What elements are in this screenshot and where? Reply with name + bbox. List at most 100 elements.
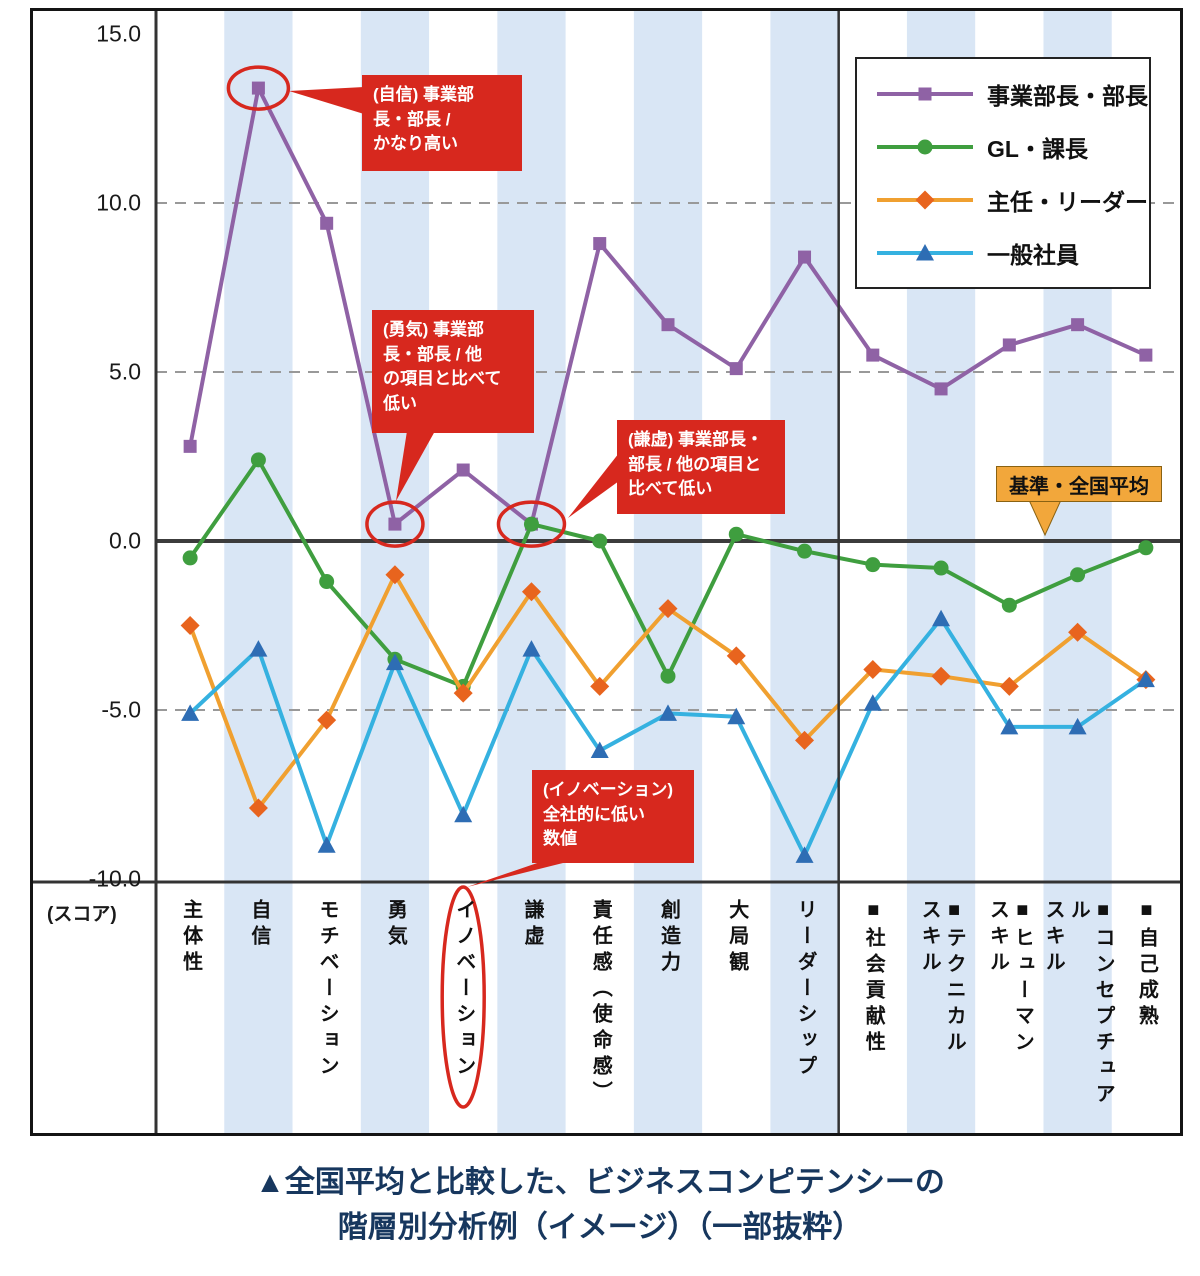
category-stripe (224, 11, 293, 1133)
x-category-label: 責任感（使命感） (589, 899, 612, 1107)
caption-line-1: ▲全国平均と比較した、ビジネスコンピテンシーの (255, 1166, 945, 1199)
data-point-2-5 (521, 582, 541, 602)
y-tick-label: 5.0 (109, 358, 141, 385)
data-point-0-1 (251, 81, 265, 95)
data-point-0-2 (320, 216, 334, 230)
data-point-1-12 (1001, 597, 1017, 613)
data-point-0-4 (456, 463, 470, 477)
y-tick-label: -5.0 (101, 696, 141, 723)
x-category-label: ■社会貢献性 (862, 899, 885, 1057)
legend-item-0: 事業部長・部長 (875, 77, 1149, 111)
data-point-2-12 (999, 676, 1019, 696)
data-point-3-11 (932, 609, 951, 627)
highlight-ellipse-1 (365, 500, 425, 548)
data-point-1-1 (250, 452, 266, 468)
y-axis-title: (スコア) (47, 904, 117, 925)
data-point-1-5 (523, 516, 539, 532)
data-point-1-10 (865, 557, 881, 573)
x-category-label: モチベーション (316, 899, 339, 1081)
data-point-3-4 (454, 805, 473, 823)
highlight-ellipse-2 (496, 500, 567, 548)
legend-item-3: 一般社員 (875, 236, 1149, 270)
x-category-label: 主体性 (179, 899, 202, 977)
legend-label-1: GL・課長 (987, 135, 1088, 162)
data-point-3-5 (522, 640, 541, 657)
triangle-marker-icon (877, 243, 973, 260)
x-category-label: ■テクニカル スキル (918, 899, 966, 1057)
data-point-0-13 (1071, 318, 1085, 332)
diamond-marker-icon (877, 190, 973, 209)
data-point-1-14 (1138, 540, 1154, 556)
data-point-2-13 (1068, 622, 1088, 642)
x-category-label: 創造力 (657, 899, 680, 977)
data-point-1-2 (319, 574, 335, 590)
data-point-1-9 (797, 543, 813, 559)
data-point-0-6 (593, 237, 607, 251)
data-point-2-8 (726, 646, 746, 666)
data-point-0-7 (661, 318, 675, 332)
data-point-0-0 (183, 439, 197, 453)
data-point-2-2 (317, 710, 337, 730)
callout-pointer-2 (568, 453, 619, 518)
callout-humility: (謙虚) 事業部長・ 部長 / 他の項目と 比べて低い (617, 420, 785, 514)
callout-pointer-0 (289, 87, 364, 114)
caption: ▲全国平均と比較した、ビジネスコンピテンシーの 階層別分析例（イメージ）（一部抜… (0, 1160, 1200, 1250)
data-point-1-11 (933, 560, 949, 576)
y-tick-label: 15.0 (96, 20, 141, 47)
data-point-2-7 (658, 599, 678, 619)
y-tick-label: 0.0 (109, 527, 141, 554)
data-point-3-9 (795, 846, 814, 863)
data-point-3-3 (385, 653, 404, 671)
data-point-1-13 (1070, 567, 1086, 583)
caption-line-2: 階層別分析例（イメージ）（一部抜粋） (337, 1211, 863, 1244)
x-category-label: 謙虚 (520, 899, 543, 951)
callout-innovation: (イノベーション) 全社的に低い 数値 (532, 770, 694, 863)
data-point-3-2 (317, 836, 336, 853)
y-tick-label: 10.0 (96, 189, 141, 216)
callout-pointer-3 (467, 861, 571, 887)
legend-marker-3 (916, 243, 934, 260)
data-point-3-12 (1000, 717, 1019, 735)
data-point-3-7 (659, 704, 677, 721)
y-tick-label: -10.0 (88, 865, 141, 892)
data-point-0-11 (934, 382, 948, 396)
x-category-label: 勇気 (384, 899, 407, 951)
data-point-2-11 (931, 666, 951, 686)
data-point-2-10 (863, 659, 883, 679)
data-point-3-13 (1068, 717, 1087, 735)
legend-label-3: 一般社員 (987, 241, 1079, 268)
category-stripe (770, 11, 839, 1133)
data-point-0-14 (1139, 348, 1153, 362)
national-average-badge: 基準・全国平均 (996, 466, 1162, 502)
data-point-3-6 (590, 741, 609, 759)
highlight-ellipse-3 (440, 885, 486, 1109)
legend-label-2: 主任・リーダー (987, 188, 1148, 215)
data-point-1-8 (728, 526, 744, 542)
circle-marker-icon (877, 139, 973, 154)
competency-line-chart (33, 11, 1180, 1133)
legend-item-2: 主任・リーダー (875, 183, 1149, 217)
data-point-3-0 (181, 704, 200, 721)
legend-label-0: 事業部長・部長 (987, 82, 1148, 109)
x-category-label: リーダーシップ (794, 899, 817, 1081)
data-point-2-3 (385, 565, 405, 585)
data-point-2-0 (180, 616, 200, 635)
x-category-label: ■自己成熟 (1135, 899, 1158, 1031)
data-point-2-4 (453, 683, 473, 703)
x-category-label: 大局観 (725, 899, 748, 977)
data-point-2-1 (248, 798, 268, 818)
x-category-label: ■ヒューマン スキル (986, 899, 1034, 1057)
data-point-0-3 (388, 517, 402, 531)
legend-marker-2 (915, 190, 935, 209)
data-point-0-8 (729, 362, 743, 376)
highlight-ellipse-0 (226, 65, 291, 111)
legend-marker-0 (918, 87, 932, 100)
data-point-0-10 (866, 348, 880, 362)
data-point-3-8 (727, 707, 746, 725)
callout-pointer-1 (396, 431, 435, 501)
data-point-1-6 (592, 533, 608, 549)
category-stripe (633, 11, 703, 1133)
legend: 事業部長・部長 GL・課長主任・リーダー 一般社員 (855, 57, 1151, 289)
callout-courage: (勇気) 事業部 長・部長 / 他 の項目と比べて 低い (372, 310, 534, 433)
chart-frame: 15.0 10.0 5.0 0.0 -5.0 -10.0 (スコア) 主体性 自信 モチベーシ… (30, 8, 1183, 1136)
